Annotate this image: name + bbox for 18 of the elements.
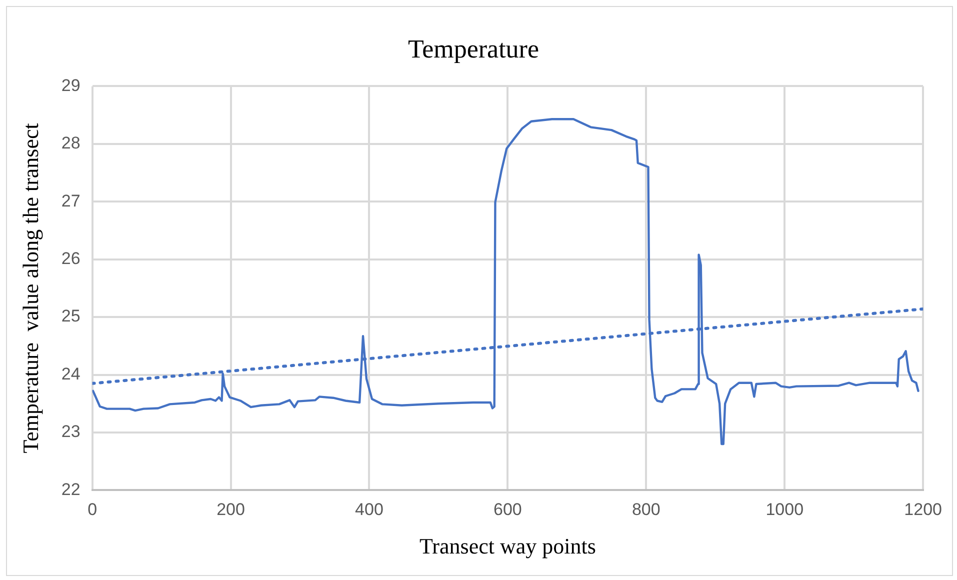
x-tick-label: 1000 (766, 500, 804, 520)
chart-title: Temperature (408, 34, 539, 64)
x-axis-title: Transect way points (419, 534, 596, 559)
y-tick-label: 23 (61, 422, 80, 442)
y-tick-label: 28 (61, 134, 80, 153)
y-tick-label: 26 (61, 249, 80, 268)
x-tick-label: 1200 (904, 500, 942, 520)
x-tick-label: 800 (632, 500, 660, 520)
x-tick-label: 0 (88, 500, 98, 520)
y-tick-label: 22 (61, 480, 80, 499)
y-tick-label: 25 (61, 306, 80, 326)
y-tick-label: 29 (61, 76, 80, 95)
x-tick-label: 400 (355, 500, 384, 520)
y-axis-title: Temperature value along the transect (18, 123, 43, 454)
x-tick-label: 600 (494, 500, 522, 520)
y-tick-label: 27 (61, 191, 80, 210)
y-tick-label: 24 (61, 364, 80, 384)
x-tick-label: 200 (216, 500, 245, 520)
